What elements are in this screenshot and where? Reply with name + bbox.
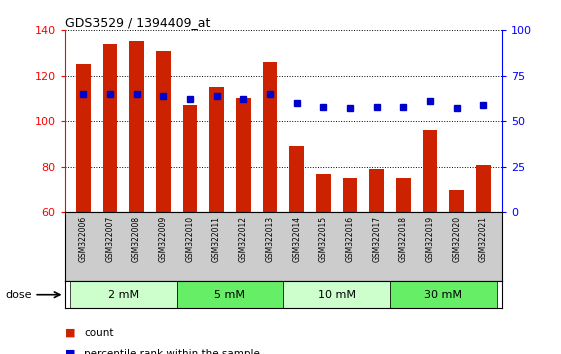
Text: GSM322007: GSM322007 <box>105 216 114 262</box>
Text: GSM322010: GSM322010 <box>186 216 195 262</box>
Bar <box>70 281 177 308</box>
Text: GSM322020: GSM322020 <box>452 216 461 262</box>
Text: GSM322017: GSM322017 <box>372 216 381 262</box>
Text: GSM322006: GSM322006 <box>79 216 88 262</box>
Text: GSM322015: GSM322015 <box>319 216 328 262</box>
Text: dose: dose <box>6 290 32 300</box>
Text: GSM322012: GSM322012 <box>239 216 248 262</box>
Bar <box>103 44 117 212</box>
Text: GSM322018: GSM322018 <box>399 216 408 262</box>
Text: count: count <box>84 328 114 338</box>
Bar <box>476 165 491 212</box>
Bar <box>449 190 464 212</box>
Bar <box>209 87 224 212</box>
Bar <box>289 146 304 212</box>
Bar <box>263 62 277 212</box>
Bar <box>316 174 330 212</box>
Bar <box>129 41 144 212</box>
Text: GSM322014: GSM322014 <box>292 216 301 262</box>
Bar <box>283 281 390 308</box>
Bar <box>423 130 438 212</box>
Bar <box>236 98 251 212</box>
Text: 30 mM: 30 mM <box>424 290 462 300</box>
Text: GSM322019: GSM322019 <box>426 216 435 262</box>
Bar <box>177 281 283 308</box>
Text: 10 mM: 10 mM <box>318 290 356 300</box>
Bar <box>156 51 171 212</box>
Text: GSM322011: GSM322011 <box>212 216 221 262</box>
Bar <box>343 178 357 212</box>
Bar <box>76 64 90 212</box>
Text: GSM322008: GSM322008 <box>132 216 141 262</box>
Text: ■: ■ <box>65 328 75 338</box>
Text: percentile rank within the sample: percentile rank within the sample <box>84 349 260 354</box>
Bar <box>182 105 197 212</box>
Bar <box>396 178 411 212</box>
Bar <box>390 281 496 308</box>
Text: GSM322013: GSM322013 <box>265 216 274 262</box>
Text: 2 mM: 2 mM <box>108 290 139 300</box>
Text: GSM322021: GSM322021 <box>479 216 488 262</box>
Bar <box>369 169 384 212</box>
Text: 5 mM: 5 mM <box>214 290 246 300</box>
Text: GSM322016: GSM322016 <box>346 216 355 262</box>
Text: GSM322009: GSM322009 <box>159 216 168 262</box>
Text: ■: ■ <box>65 349 75 354</box>
Text: GDS3529 / 1394409_at: GDS3529 / 1394409_at <box>65 16 210 29</box>
